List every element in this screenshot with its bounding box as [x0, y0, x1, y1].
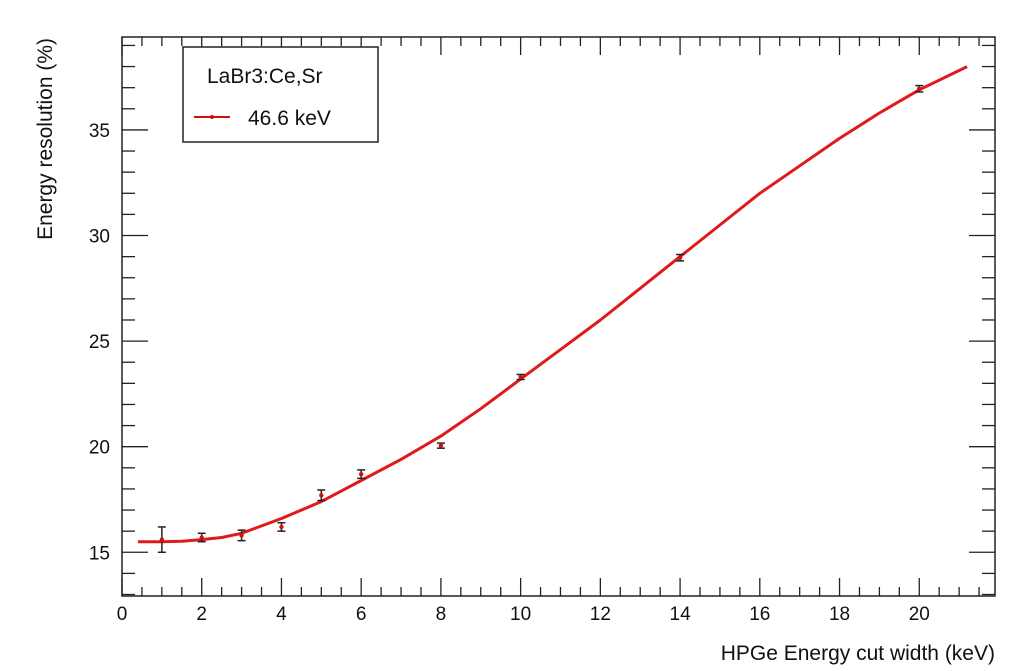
- y-tick-label: 25: [89, 332, 110, 353]
- data-point: [676, 253, 685, 262]
- y-tick-label: 30: [89, 227, 110, 248]
- x-tick-label: 6: [356, 604, 367, 625]
- x-tick-label: 10: [510, 604, 531, 625]
- data-point-marker: [518, 374, 523, 380]
- legend-header: LaBr3:Ce,Sr: [207, 65, 323, 88]
- points-layer: [157, 84, 924, 554]
- data-point-marker: [917, 86, 922, 91]
- legend-point-marker: [210, 115, 214, 119]
- y-tick-label: 35: [89, 121, 110, 142]
- data-point: [915, 84, 924, 93]
- data-point-marker: [239, 533, 244, 538]
- x-tick-label: 8: [436, 604, 447, 625]
- data-point-marker: [279, 524, 284, 530]
- data-point: [516, 373, 525, 381]
- y-axis: 15 20 25 30 35: [89, 44, 995, 596]
- x-tick-label: 14: [670, 604, 692, 625]
- x-tick-label: 20: [909, 604, 930, 625]
- data-point-marker: [438, 443, 444, 448]
- x-tick-label: 16: [749, 604, 770, 625]
- data-point: [197, 532, 206, 543]
- x-tick-label: 0: [117, 604, 128, 625]
- x-tick-label: 18: [829, 604, 850, 625]
- data-point-marker: [358, 471, 364, 477]
- data-point: [277, 521, 286, 532]
- x-axis: 0 2 4 6 8 10 12 14 16 18 20: [117, 37, 980, 625]
- x-tick-label: 12: [590, 604, 611, 625]
- x-axis-label: HPGe Energy cut width (keV): [721, 642, 995, 665]
- data-point: [357, 469, 366, 480]
- data-point-marker: [199, 535, 204, 540]
- data-point-marker: [159, 537, 165, 542]
- data-point-marker: [319, 493, 324, 498]
- data-point-marker: [677, 255, 683, 260]
- x-tick-label: 4: [276, 604, 287, 625]
- fit-curve: [137, 65, 968, 544]
- data-point: [237, 529, 246, 542]
- legend-entry: 46.6 keV: [248, 107, 331, 130]
- y-tick-label: 20: [89, 438, 110, 459]
- data-point: [157, 526, 166, 554]
- y-axis-label: Energy resolution (%): [34, 38, 57, 240]
- y-tick-label: 15: [89, 543, 110, 564]
- data-point: [436, 442, 445, 449]
- curve-layer: [137, 65, 968, 544]
- data-point: [317, 489, 326, 502]
- legend: LaBr3:Ce,Sr 46.6 keV: [182, 46, 379, 143]
- legend-box: [182, 46, 379, 143]
- plot-frame: [121, 36, 996, 597]
- x-tick-label: 2: [196, 604, 207, 625]
